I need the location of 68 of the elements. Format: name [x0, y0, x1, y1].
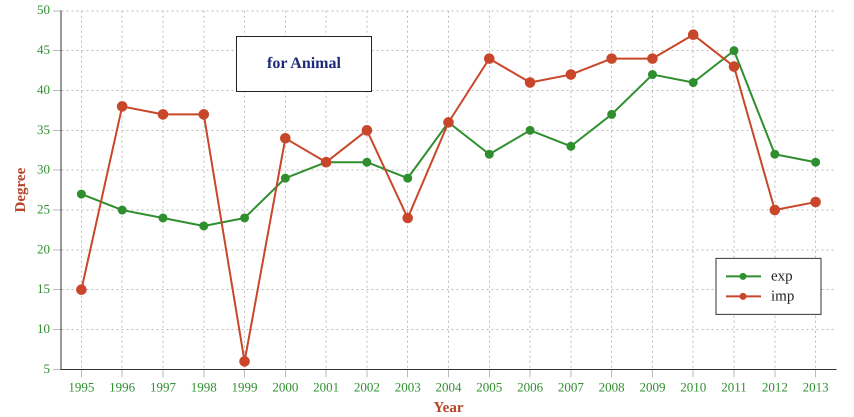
y-tick-label: 50	[37, 2, 50, 18]
point	[198, 109, 210, 120]
point	[730, 46, 739, 56]
x-tick-label: 2003	[394, 380, 421, 395]
x-tick-label: 1999	[232, 380, 258, 395]
point	[770, 204, 780, 216]
point	[526, 126, 535, 135]
point	[810, 196, 821, 208]
y-tick-label: 10	[37, 320, 50, 336]
x-tick-label: 2006	[517, 380, 544, 395]
x-tick-label: 2005	[476, 380, 502, 395]
point	[280, 133, 291, 144]
x-tick-label: 2010	[680, 380, 706, 395]
point	[648, 70, 657, 80]
point	[158, 213, 168, 222]
legend-label: exp	[771, 268, 793, 284]
y-tick-label: 40	[37, 82, 50, 97]
point	[362, 125, 372, 136]
point	[76, 284, 87, 296]
title-box: for Animal	[236, 36, 372, 92]
point	[402, 212, 414, 224]
point	[239, 356, 250, 367]
x-tick-label: 2008	[598, 380, 625, 395]
x-tick-label: 1996	[109, 380, 136, 395]
point	[362, 158, 372, 167]
x-tick-label: 2012	[762, 380, 788, 395]
x-tick-label: 1995	[68, 380, 94, 395]
point	[118, 206, 127, 215]
point	[158, 109, 168, 120]
x-tick-label: 2013	[802, 380, 829, 395]
y-tick-label: 5	[44, 360, 50, 376]
y-tick-label: 30	[37, 162, 50, 177]
point	[647, 53, 658, 64]
point	[403, 174, 412, 183]
x-tick-label: 2002	[354, 380, 380, 395]
x-tick-label: 1997	[150, 380, 176, 395]
y-tick-label: 25	[37, 201, 50, 216]
point	[116, 101, 128, 112]
point	[688, 29, 699, 40]
y-axis-title: Degree	[12, 167, 29, 212]
x-tick-label: 2007	[558, 380, 584, 395]
point	[606, 53, 617, 64]
point	[240, 213, 250, 222]
y-tick-label: 35	[37, 122, 50, 137]
x-tick-label: 1998	[190, 380, 217, 395]
point	[199, 221, 208, 230]
point	[76, 190, 86, 199]
point	[607, 110, 616, 119]
x-tick-label: 2009	[639, 380, 666, 395]
point	[280, 174, 290, 183]
x-tick-label: 2000	[272, 380, 298, 395]
y-tick-label: 15	[37, 281, 50, 296]
legend-label: imp	[771, 288, 794, 304]
point	[524, 77, 536, 88]
point	[484, 150, 494, 159]
point	[811, 158, 820, 167]
x-tick-label: 2011	[721, 380, 747, 395]
x-tick-label: 2004	[436, 380, 462, 395]
point	[688, 78, 698, 88]
point	[484, 53, 495, 64]
y-tick-label: 45	[37, 42, 50, 58]
x-axis-title: Year	[434, 400, 464, 416]
y-tick-label: 20	[37, 241, 50, 256]
x-tick-label: 2001	[313, 380, 340, 395]
point	[566, 69, 576, 80]
point	[728, 61, 740, 72]
point	[770, 150, 780, 159]
point	[566, 142, 576, 151]
